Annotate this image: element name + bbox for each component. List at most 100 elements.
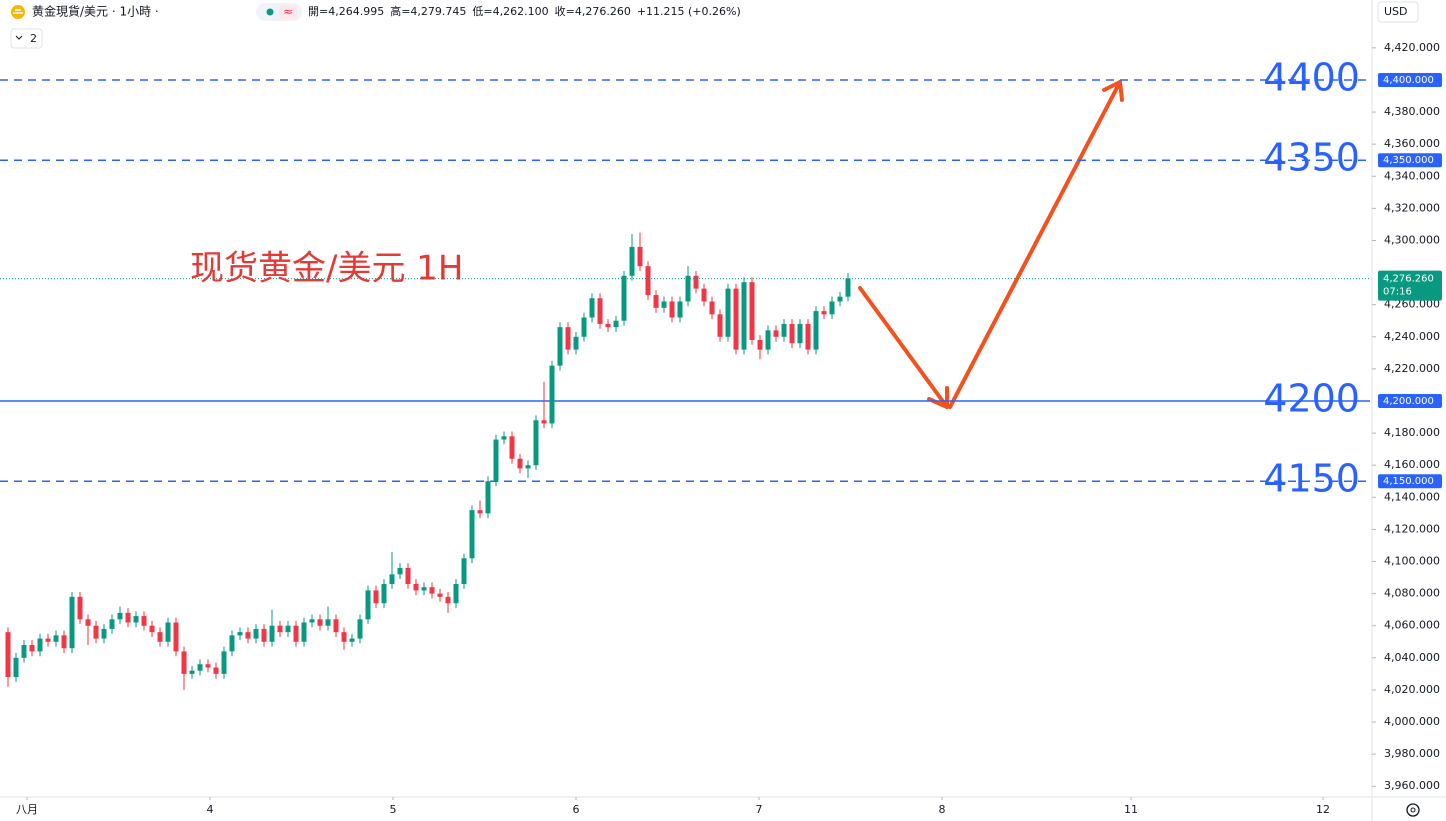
candle-body: [301, 622, 307, 642]
ohlc-value: 4,279.745: [410, 5, 466, 18]
y-tick-label: 4,000.000: [1384, 715, 1440, 728]
candle-body: [637, 246, 643, 267]
candle-body: [277, 625, 283, 633]
x-tick-label: 八月: [16, 803, 38, 816]
y-tick-label: 4,060.000: [1384, 619, 1440, 632]
candle-body: [93, 625, 99, 639]
candle-body: [29, 644, 35, 652]
candle-body: [613, 320, 619, 328]
y-tick-label: 4,180.000: [1384, 426, 1440, 439]
candle-body: [669, 301, 675, 318]
candle-body: [573, 336, 579, 350]
candle-body: [421, 587, 427, 591]
settings-icon[interactable]: [1406, 803, 1420, 817]
level-tag: [1378, 153, 1442, 168]
candle-body: [477, 510, 483, 514]
candle-body: [461, 558, 467, 584]
x-tick-label: 4: [207, 803, 214, 816]
ohlc-label: 開=: [308, 5, 328, 18]
ohlc-label: 高=: [390, 4, 410, 18]
candle-body: [525, 465, 531, 469]
ohlc-value: 4,262.100: [493, 5, 549, 18]
y-tick-label: 4,220.000: [1384, 362, 1440, 375]
y-tick-label: 4,300.000: [1384, 233, 1440, 246]
candle-body: [293, 625, 299, 642]
candle-body: [693, 275, 699, 289]
candle-body: [37, 638, 43, 652]
candle-body: [757, 339, 763, 350]
candle-body: [805, 323, 811, 350]
level-tag: [1378, 72, 1442, 87]
ohlc-value: 4,264.995: [328, 5, 384, 18]
level-label: 4350: [1263, 136, 1360, 180]
candle-body: [357, 619, 363, 639]
candle-body: [645, 266, 651, 296]
candle-body: [221, 651, 227, 674]
candle-body: [541, 420, 547, 424]
count-box[interactable]: [10, 28, 43, 49]
level-tag-label: 4,400.000: [1383, 75, 1434, 86]
symbol-icon-mark: [13, 9, 23, 14]
header: 黄金現貨/美元 · 1小時 · ≈ 2 USD 開= 4,264.995 高= 4,2…: [10, 1, 1419, 49]
symbol-title[interactable]: 黄金現貨/美元 · 1小時 ·: [32, 4, 159, 19]
candle-body: [333, 619, 339, 633]
candle-body: [317, 619, 323, 626]
level-label: 4400: [1263, 55, 1360, 99]
candle-body: [621, 275, 627, 321]
candle-body: [77, 596, 83, 620]
currency-box[interactable]: [1377, 1, 1419, 23]
y-tick-label: 4,240.000: [1384, 330, 1440, 343]
candle-body: [53, 635, 59, 642]
x-tick-label: 11: [1124, 803, 1138, 816]
candle-body: [365, 590, 371, 620]
candle-body: [717, 314, 723, 337]
candle-body: [149, 625, 155, 633]
candle-body: [453, 583, 459, 604]
ohlc-label: 低=: [472, 5, 492, 18]
countdown: 07:16: [1383, 287, 1412, 298]
candle-body: [197, 664, 203, 671]
candle-body: [133, 616, 139, 623]
candle-body: [661, 301, 667, 308]
candle-body: [285, 625, 291, 633]
candle-body: [725, 288, 731, 337]
candle-body: [69, 596, 75, 649]
y-tick-label: 4,360.000: [1384, 137, 1440, 150]
candle-body: [349, 638, 355, 642]
candle-body: [205, 664, 211, 668]
candle-body: [125, 612, 131, 623]
x-tick-label: 6: [573, 803, 580, 816]
candle-body: [709, 301, 715, 315]
candle-body: [261, 628, 267, 642]
candle-body: [773, 330, 779, 337]
candle-body: [445, 596, 451, 604]
candle-body: [173, 622, 179, 652]
candle-body: [589, 298, 595, 318]
chevron: [15, 35, 23, 40]
candle-body: [189, 670, 195, 674]
x-tick-label: 5: [390, 803, 397, 816]
candle-body: [493, 439, 499, 482]
candle-body: [325, 619, 331, 626]
y-tick-label: 4,120.000: [1384, 522, 1440, 535]
candle-body: [837, 296, 843, 302]
arrow-head: [1102, 80, 1124, 102]
candle-body: [741, 282, 747, 350]
y-tick-label: 4,100.000: [1384, 555, 1440, 568]
ohlc-label: 收=: [555, 4, 575, 18]
candle-body: [381, 583, 387, 604]
candle-body: [765, 330, 771, 350]
candle-body: [13, 657, 19, 678]
candle-body: [429, 587, 435, 594]
candle-body: [549, 365, 555, 424]
candle-body: [821, 311, 827, 315]
last-price-tag: [1378, 270, 1442, 301]
candle-body: [165, 622, 171, 642]
plot: 4,420.000 4,380.000 4,360.000 4,340.000 4,32…: [0, 41, 1442, 816]
candle-body: [5, 632, 11, 678]
candle-body: [109, 619, 115, 629]
x-tick-label: 12: [1316, 803, 1330, 816]
candle-body: [509, 436, 515, 459]
x-tick-label: 7: [756, 803, 763, 816]
